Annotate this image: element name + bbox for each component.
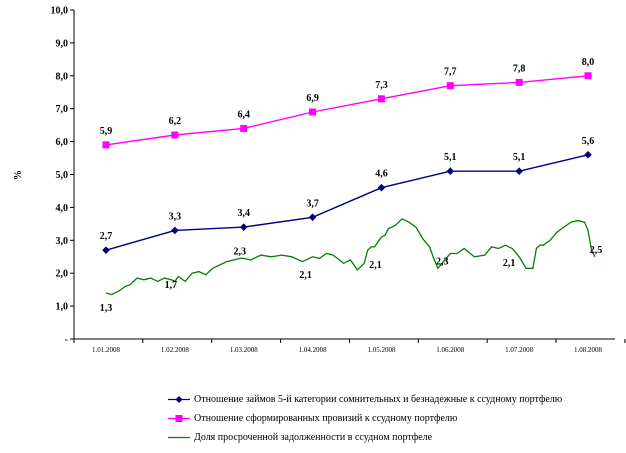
provisions-point [240, 124, 248, 132]
overdue-data-label: 1,3 [100, 303, 113, 314]
series-provisions-line [105, 75, 589, 146]
provisions-point [515, 78, 523, 86]
provisions-point [102, 141, 110, 149]
y-tick-label: 8,0 [56, 71, 69, 82]
bad-loans-point [446, 167, 455, 176]
overdue-data-label: 2,1 [299, 270, 312, 281]
bad-loans-data-label: 2,7 [100, 231, 113, 242]
overdue-data-label: 2,3 [233, 246, 246, 257]
bad-loans-point [515, 167, 523, 176]
x-tick-label: 1.03.2008 [230, 346, 259, 354]
y-tick-label: 5,0 [56, 170, 69, 181]
x-ticks: 1.01.2008 1.02.2008 1.03.2008 1.04.2008 1.05… [73, 339, 626, 354]
provisions-data-label: 7,3 [375, 80, 388, 91]
provisions-data-label: 6,2 [169, 116, 182, 127]
legend-label-overdue: Доля просроченной задолженности в ссудно… [194, 432, 433, 443]
x-tick-label: 1.08.2008 [574, 346, 603, 354]
bad-loans-data-label: 3,3 [169, 211, 182, 222]
legend-diamond-marker [168, 396, 190, 403]
provisions-data-label: 7,8 [513, 63, 526, 74]
axes [73, 10, 615, 340]
x-tick-label: 1.07.2008 [505, 346, 534, 354]
overdue-data-label: 2,1 [369, 260, 382, 271]
bad-loans-point [171, 226, 179, 235]
bad-loans-point [239, 223, 248, 231]
bad-loans-data-label: 5,6 [582, 136, 595, 147]
provisions-data-label: 6,4 [237, 109, 250, 120]
provisions-point [377, 95, 385, 103]
y-tick-label: 6,0 [56, 137, 69, 148]
x-tick-label: 1.06.2008 [436, 346, 465, 354]
labels-layer: 1,3 1,7 2,3 2,1 2,1 2,3 2,1 2,5 2,7 3,3 3,4 3,7 4,6 5… [100, 57, 603, 314]
overdue-data-label: 2,3 [436, 256, 449, 267]
bad-loans-point [584, 150, 592, 159]
y-tick-label: 1,0 [56, 302, 69, 313]
legend-label-bad-loans: Отношение займов 5-й категории сомнитель… [194, 394, 563, 405]
series-bad-loans-line [105, 154, 589, 251]
legend-line-marker [168, 436, 190, 439]
legend-square-marker [168, 415, 190, 422]
overdue-data-label: 2,5 [590, 245, 603, 256]
bad-loans-data-label: 5,1 [513, 152, 526, 163]
bad-loans-data-label: 3,4 [237, 208, 250, 219]
provisions-data-label: 8,0 [582, 57, 595, 68]
x-tick-label: 1.04.2008 [299, 346, 328, 354]
provisions-point [309, 108, 317, 116]
legend-label-provisions: Отношение сформированных провизий к ссуд… [194, 413, 458, 424]
y-tick-label: - [65, 335, 68, 346]
y-axis-label: % [13, 170, 24, 180]
bad-loans-data-label: 5,1 [444, 152, 457, 163]
provisions-point [584, 72, 592, 80]
y-tick-label: 3,0 [56, 236, 69, 247]
x-tick-label: 1.05.2008 [367, 346, 396, 354]
bad-loans-data-label: 4,6 [375, 169, 388, 180]
y-tick-label: 10,0 [51, 6, 69, 17]
bad-loans-point [377, 183, 386, 192]
y-tick-label: 4,0 [56, 203, 69, 214]
provisions-point [446, 82, 454, 90]
series-overdue-line [105, 218, 596, 296]
overdue-data-label: 2,1 [503, 258, 516, 269]
provisions-data-label: 6,9 [306, 93, 319, 104]
bad-loans-point [308, 213, 317, 222]
y-tick-label: 9,0 [56, 38, 69, 49]
y-tick-label: 2,0 [56, 269, 69, 280]
overdue-data-label: 1,7 [165, 280, 178, 291]
provisions-data-label: 7,7 [444, 67, 457, 78]
series-layer [102, 72, 596, 296]
bad-loans-data-label: 3,7 [306, 198, 319, 209]
provisions-data-label: 5,9 [100, 126, 113, 137]
x-tick-label: 1.01.2008 [92, 346, 121, 354]
y-ticks: - 1,0 2,0 3,0 4,0 5,0 6,0 7,0 8,0 9,0 10,0 [51, 6, 74, 346]
provisions-point [171, 131, 179, 139]
y-tick-label: 7,0 [56, 104, 69, 115]
x-tick-label: 1.02.2008 [161, 346, 190, 354]
bad-loans-point [102, 246, 110, 254]
